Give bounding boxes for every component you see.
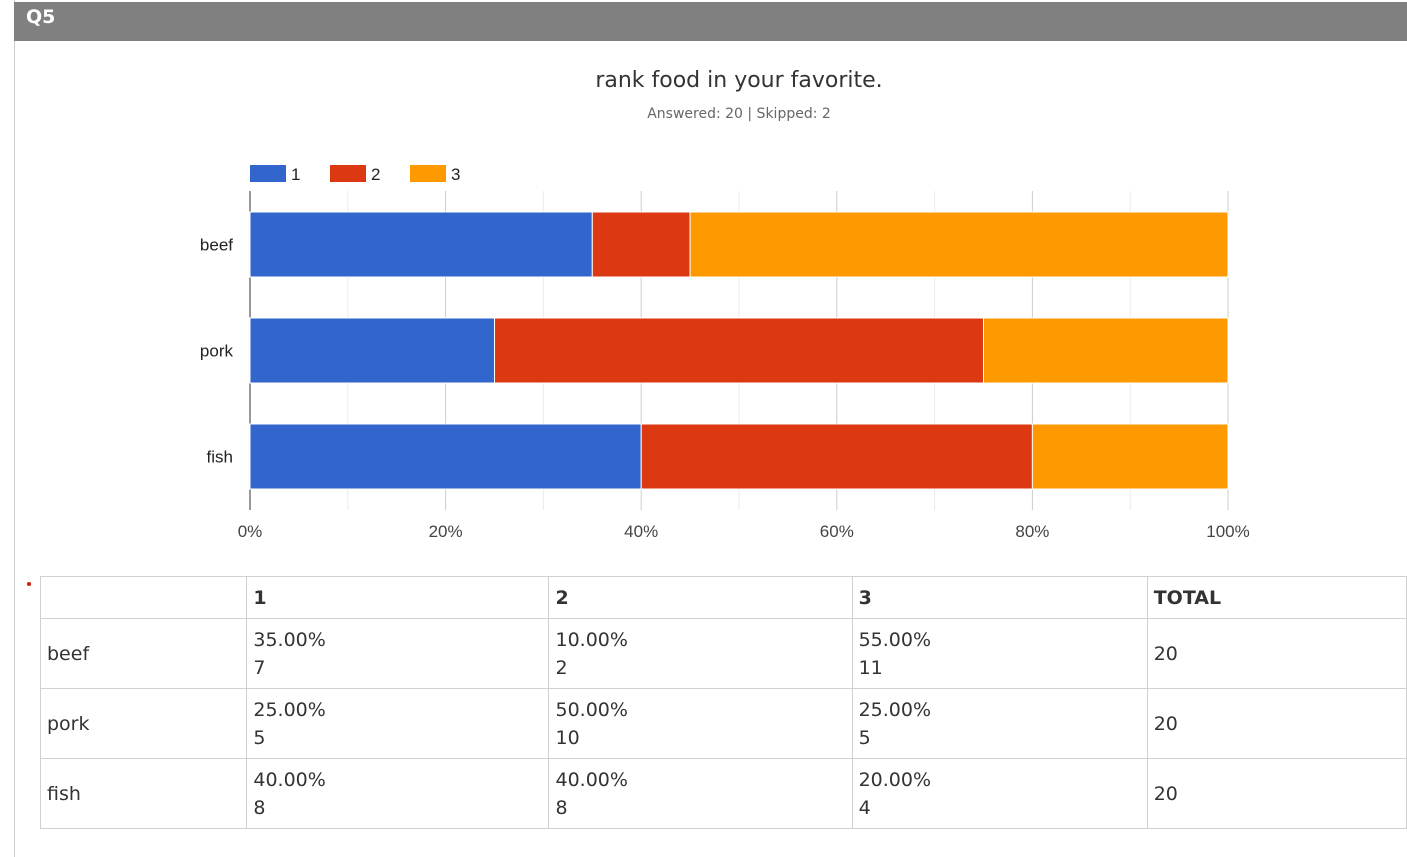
question-number: Q5 [26,6,56,28]
cell-count: 4 [858,796,871,819]
category-labels: beef pork fish [200,236,234,467]
category-label-beef: beef [200,236,233,255]
cell-percent: 25.00% [253,698,326,721]
row-total: 20 [1146,758,1407,829]
row-label: pork [39,688,248,759]
cell-percent: 25.00% [858,698,932,721]
bar-beef-rank-3 [689,211,1229,278]
cell-percent: 10.00% [555,628,628,651]
legend-swatch-rank-1 [250,165,286,182]
row-label: fish [39,758,248,829]
table-cell: 35.00% 7 [246,618,550,689]
legend-swatch-rank-2 [330,165,366,182]
bar-beef-rank-1 [249,211,593,278]
x-tick-label: 0% [238,522,263,541]
legend-label-rank-1: 1 [291,165,300,184]
cell-count: 8 [253,796,266,819]
chart-legend: 1 2 3 [250,165,460,184]
x-tick-label: 60% [820,522,854,541]
table-header-cell: 2 [548,576,853,619]
bar-pork-rank-1 [249,317,495,384]
cell-count: 5 [253,726,266,749]
cell-percent: 40.00% [555,768,628,791]
table-cell: 20.00% 4 [851,758,1148,829]
table-cell: 50.00% 10 [548,688,853,759]
legend-swatch-rank-3 [410,165,446,182]
legend-label-rank-2: 2 [371,165,380,184]
bullet-marker [27,582,31,586]
results-table: 1 2 3 TOTAL beef 35.00% 7 10.00% 2 55.00% 1… [39,576,1407,829]
stacked-bar-chart: beef pork fish 0% 20% 40% 60% 80% 100% 1 2 3 [200,165,1250,541]
table-row: pork 25.00% 5 50.00% 10 25.00% 5 20 [39,688,1407,759]
bar-pork-rank-3 [983,317,1229,384]
x-tick-label: 40% [624,522,658,541]
x-tick-labels: 0% 20% 40% 60% 80% 100% [238,522,1250,541]
question-header: Q5 [14,2,1407,41]
answered-skipped-summary: Answered: 20 | Skipped: 2 [647,106,831,122]
table-row: fish 40.00% 8 40.00% 8 20.00% 4 20 [39,758,1407,829]
table-header-cell: TOTAL [1146,576,1407,619]
table-cell: 10.00% 2 [548,618,853,689]
cell-percent: 55.00% [858,628,932,651]
table-cell: 40.00% 8 [548,758,853,829]
cell-count: 10 [555,726,580,749]
cell-count: 7 [253,656,266,679]
x-tick-label: 20% [429,522,463,541]
table-cell: 25.00% 5 [851,688,1148,759]
table-cell: 55.00% 11 [851,618,1148,689]
bar-fish-rank-2 [640,423,1033,490]
table-header-cell: 3 [851,576,1148,619]
bar-pork-rank-2 [494,317,984,384]
cell-count: 8 [555,796,568,819]
x-tick-label: 100% [1206,522,1249,541]
category-label-pork: pork [200,342,234,361]
chart-bars [249,211,1229,490]
table-header-row: 1 2 3 TOTAL [39,576,1407,619]
cell-percent: 40.00% [253,768,326,791]
cell-percent: 50.00% [555,698,628,721]
row-total: 20 [1146,618,1407,689]
table-header-cell: 1 [246,576,550,619]
bar-fish-rank-1 [249,423,642,490]
cell-count: 11 [858,656,883,679]
bar-fish-rank-3 [1031,423,1229,490]
bar-beef-rank-2 [591,211,691,278]
x-tick-label: 80% [1015,522,1049,541]
cell-percent: 20.00% [858,768,932,791]
row-total: 20 [1146,688,1407,759]
table-cell: 40.00% 8 [246,758,550,829]
legend-label-rank-3: 3 [451,165,460,184]
table-cell: 25.00% 5 [246,688,550,759]
cell-percent: 35.00% [253,628,326,651]
question-panel [14,0,1407,857]
table-header-cell [39,576,248,619]
chart-title: rank food in your favorite. [595,68,883,93]
row-label: beef [39,618,248,689]
cell-count: 2 [555,656,568,679]
cell-count: 5 [858,726,871,749]
category-label-fish: fish [207,448,233,467]
table-row: beef 35.00% 7 10.00% 2 55.00% 11 20 [39,618,1407,689]
